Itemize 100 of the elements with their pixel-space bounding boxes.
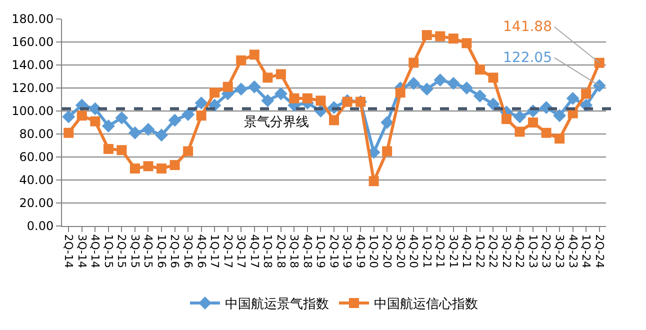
x-tick-label: 2Q-22: [486, 234, 500, 268]
point: [422, 30, 432, 40]
point: [462, 38, 472, 48]
y-tick-label: 80.00: [19, 127, 54, 142]
point: [474, 64, 485, 75]
x-tick-label: 4Q-14: [88, 234, 102, 268]
point: [102, 119, 115, 132]
y-tick-label: 140.00: [12, 58, 54, 72]
x-tick-label: 1Q-23: [526, 234, 540, 268]
x-tick-label: 2Q-14: [62, 234, 76, 268]
point: [168, 114, 182, 127]
x-tick-label: 3Q-20: [394, 234, 407, 268]
x-tick-label: 2Q-19: [327, 234, 340, 268]
point: [473, 90, 486, 103]
x-tick-label: 3Q-21: [446, 234, 460, 268]
x-tick-label: 1Q-22: [473, 234, 486, 268]
point: [486, 98, 500, 111]
x-tick-label: 4Q-20: [407, 234, 420, 268]
point: [408, 58, 419, 68]
point: [194, 96, 208, 110]
y-tick-label: 180.00: [12, 12, 54, 26]
x-tick-label: 2Q-24: [592, 234, 606, 268]
x-tick-label: 4Q-19: [354, 234, 367, 268]
point: [566, 92, 580, 105]
x-tick-label: 4Q-17: [248, 234, 261, 268]
y-tick-label: 0.00: [26, 219, 54, 234]
x-tick-label: 4Q-21: [460, 234, 474, 268]
x-tick-label: 2Q-15: [115, 234, 128, 268]
point: [155, 128, 168, 142]
y-tick-label: 60.00: [19, 150, 54, 164]
x-tick-label: 4Q-15: [142, 234, 155, 268]
point: [446, 76, 460, 90]
x-tick-label: 3Q-17: [234, 234, 248, 268]
x-tick-label: 1Q-16: [154, 234, 168, 268]
point: [528, 118, 538, 128]
point: [435, 31, 446, 42]
ref-line-label: 景气分界线: [244, 115, 309, 130]
point: [143, 161, 154, 172]
point: [553, 109, 566, 122]
point: [130, 164, 140, 174]
y-tick-label: 100.00: [12, 104, 54, 118]
point: [554, 134, 565, 144]
point: [513, 110, 526, 124]
x-tick-label: 3Q-18: [288, 234, 301, 268]
point: [395, 88, 406, 98]
x-tick-label: 2Q-23: [540, 234, 553, 268]
point: [248, 80, 261, 94]
point: [276, 69, 286, 80]
y-tick-label: 20.00: [19, 196, 54, 210]
point: [156, 164, 167, 174]
point: [488, 72, 498, 83]
point: [594, 58, 604, 68]
point: [103, 144, 114, 154]
y-tick-label: 40.00: [19, 173, 54, 188]
data-label: 122.05: [503, 50, 552, 66]
point: [196, 110, 206, 121]
x-tick-label: 3Q-22: [500, 234, 513, 268]
x-tick-label: 3Q-14: [75, 234, 88, 268]
point: [581, 88, 592, 99]
x-tick-label: 1Q-20: [367, 234, 380, 268]
point: [115, 111, 128, 124]
x-tick-label: 2Q-17: [221, 234, 234, 268]
point: [64, 128, 74, 138]
point: [514, 126, 525, 137]
point: [420, 82, 434, 96]
x-tick-label: 1Q-24: [580, 234, 593, 268]
point: [460, 82, 474, 94]
point: [302, 93, 312, 104]
legend-label: 中国航运信心指数: [374, 296, 478, 312]
point: [289, 93, 300, 104]
point: [62, 110, 76, 124]
x-tick-label: 1Q-19: [314, 234, 328, 268]
point: [448, 34, 458, 44]
point: [116, 145, 127, 156]
point: [183, 146, 194, 156]
data-label: 141.88: [503, 19, 552, 35]
point: [501, 114, 512, 124]
x-tick-label: 4Q-16: [194, 234, 208, 268]
x-tick-label: 4Q-23: [566, 234, 580, 268]
x-tick-label: 3Q-23: [552, 234, 566, 268]
point: [262, 72, 273, 83]
point: [142, 122, 155, 136]
point: [316, 96, 326, 106]
x-tick-label: 2Q-16: [168, 234, 182, 268]
x-tick-label: 3Q-15: [128, 234, 142, 268]
point: [234, 82, 248, 96]
point: [261, 94, 274, 108]
point: [382, 146, 392, 156]
x-tick-label: 3Q-19: [340, 234, 354, 268]
point: [236, 55, 246, 66]
point: [434, 73, 447, 86]
point: [76, 110, 87, 121]
point: [170, 160, 180, 170]
x-tick-label: 2Q-18: [274, 234, 288, 268]
point: [592, 79, 606, 92]
point: [222, 82, 233, 92]
point: [329, 115, 339, 126]
point: [380, 116, 394, 129]
point: [541, 128, 552, 138]
x-tick-label: 1Q-18: [261, 234, 274, 268]
